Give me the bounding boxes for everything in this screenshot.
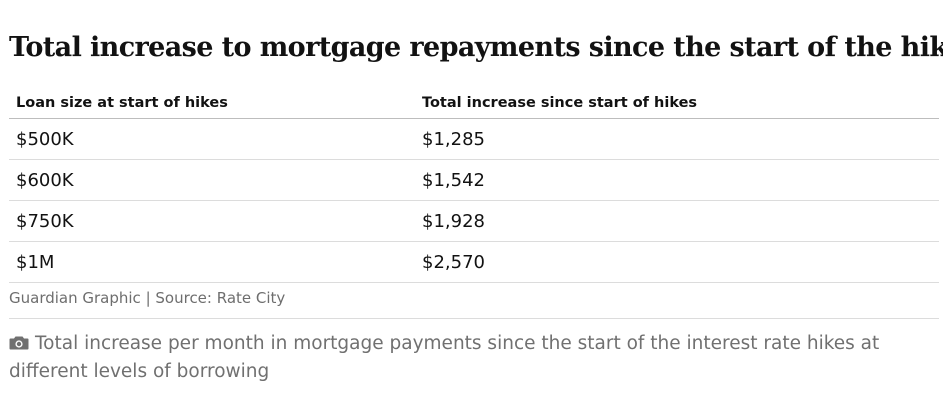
camera-icon [9, 336, 29, 350]
chart-title: Total increase to mortgage repayments si… [9, 32, 943, 63]
loan-size-cell: $750K [16, 210, 74, 232]
loan-size-cell: $1M [16, 251, 55, 273]
table-row: $1M $2,570 [9, 242, 939, 283]
caption-divider [9, 318, 939, 319]
table-header-row: Loan size at start of hikes Total increa… [9, 88, 939, 119]
total-increase-cell: $1,928 [422, 210, 485, 232]
figure-caption: Total increase per month in mortgage pay… [9, 330, 929, 386]
column-header-total-increase: Total increase since start of hikes [422, 95, 698, 111]
data-table: Loan size at start of hikes Total increa… [9, 88, 939, 283]
total-increase-cell: $2,570 [422, 251, 485, 273]
column-header-loan-size: Loan size at start of hikes [16, 95, 228, 111]
loan-size-cell: $600K [16, 169, 74, 191]
table-row: $500K $1,285 [9, 119, 939, 160]
table-row: $600K $1,542 [9, 160, 939, 201]
caption-text: Total increase per month in mortgage pay… [9, 333, 880, 382]
total-increase-cell: $1,285 [422, 128, 485, 150]
total-increase-cell: $1,542 [422, 169, 485, 191]
loan-size-cell: $500K [16, 128, 74, 150]
table-row: $750K $1,928 [9, 201, 939, 242]
source-credit: Guardian Graphic | Source: Rate City [9, 289, 286, 307]
